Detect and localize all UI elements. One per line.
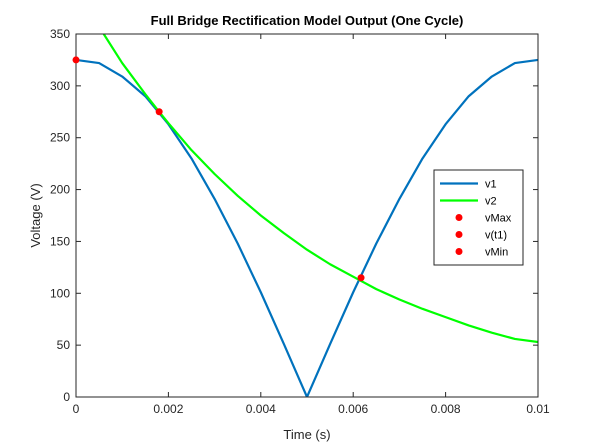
y-tick-label: 250 [50,131,70,145]
legend-label: v1 [485,179,497,191]
y-tick-label: 200 [50,183,70,197]
data-point-v(t1) [155,108,163,116]
x-tick-label: 0.008 [431,402,461,416]
axes-layer: 0 0.002 0.004 0.006 0.008 0.01 0 50 100 150 200 250… [50,27,550,416]
legend-label: vMin [485,247,508,259]
legend-swatch-vMax [455,214,463,221]
y-tick-label: 0 [63,390,70,404]
chart-title: Full Bridge Rectification Model Output (… [151,13,464,28]
legend-swatch-vMin [455,248,463,255]
data-point-vMin [357,274,365,282]
series-layer [76,34,538,397]
x-tick-label: 0.004 [246,402,276,416]
y-tick-label: 300 [50,79,70,93]
legend-label: vMax [485,213,512,225]
legend-label: v2 [485,196,497,208]
x-tick-label: 0.01 [526,402,550,416]
legend-swatch-v(t1) [455,231,463,238]
legend-label: v(t1) [485,230,507,242]
x-tick-label: 0 [73,402,80,416]
y-tick-label: 350 [50,27,70,41]
y-tick-label: 50 [57,338,71,352]
y-tick-label: 100 [50,286,70,300]
series-line-v2 [102,34,538,344]
x-tick-label: 0.002 [153,402,183,416]
x-axis-label: Time (s) [283,427,330,442]
legend-box [433,169,524,266]
y-tick-label: 150 [50,234,70,248]
y-axis-label: Voltage (V) [28,183,43,247]
x-tick-label: 0.006 [338,402,368,416]
data-point-vMax [72,56,80,64]
legend: v1 v2 vMax v(t1) vMin [433,169,524,266]
axes-box [75,33,539,398]
